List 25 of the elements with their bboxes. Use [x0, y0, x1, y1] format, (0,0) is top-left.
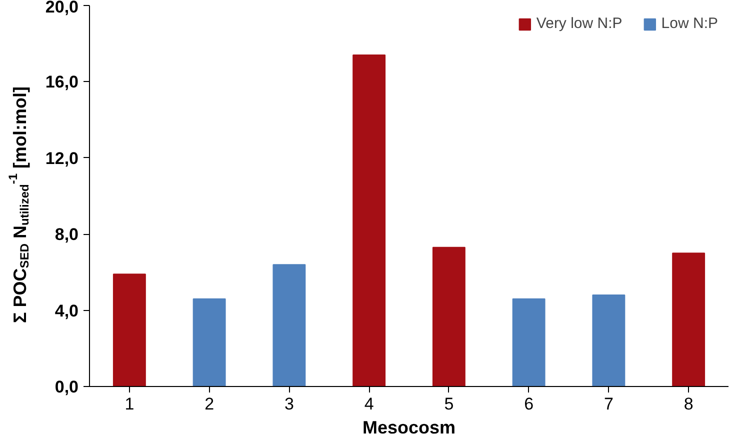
bar — [672, 252, 706, 386]
x-tick-label: 8 — [684, 394, 694, 414]
x-tick-label: 2 — [204, 394, 214, 414]
bar — [592, 294, 626, 386]
x-tick-label: 7 — [604, 394, 614, 414]
bar — [192, 298, 226, 386]
y-tick-label: 8,0 — [54, 225, 79, 244]
legend-label: Low N:P — [661, 15, 718, 32]
legend-label: Very low N:P — [536, 15, 622, 32]
x-axis-title: Mesocosm — [362, 418, 456, 438]
x-tick-label: 3 — [284, 394, 294, 414]
y-tick-label: 16,0 — [45, 72, 79, 92]
x-tick-label: 4 — [364, 394, 374, 414]
y-tick-label: 0,0 — [54, 378, 79, 396]
bar — [512, 298, 546, 386]
bar — [432, 246, 466, 386]
x-tick-label: 5 — [444, 394, 454, 414]
bar — [352, 54, 386, 386]
y-tick-label: 12,0 — [45, 148, 79, 168]
bar — [112, 274, 146, 386]
x-tick-label: 6 — [524, 394, 534, 414]
y-tick-label: 20,0 — [45, 0, 79, 16]
x-tick-label: 1 — [124, 394, 134, 414]
y-tick-label: 4,0 — [54, 301, 79, 320]
bar — [272, 264, 306, 386]
